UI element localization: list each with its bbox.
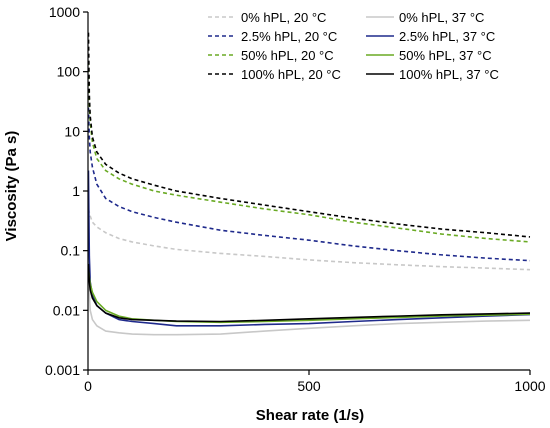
y-axis-title: Viscosity (Pa s) xyxy=(3,131,20,242)
y-tick-label: 1 xyxy=(72,183,80,199)
y-tick-label: 100 xyxy=(57,64,81,80)
series-line xyxy=(87,263,531,323)
legend-label: 2.5% hPL, 37 °C xyxy=(399,29,495,44)
legend-label: 2.5% hPL, 20 °C xyxy=(241,29,337,44)
legend-label: 50% hPL, 20 °C xyxy=(241,48,334,63)
y-tick-label: 0.01 xyxy=(53,302,80,318)
x-tick-label: 1000 xyxy=(514,378,545,394)
legend-label: 100% hPL, 37 °C xyxy=(399,67,499,82)
x-tick-label: 0 xyxy=(84,378,92,394)
legend-label: 100% hPL, 20 °C xyxy=(241,67,341,82)
series-line xyxy=(87,170,531,327)
series-line xyxy=(87,107,531,262)
y-tick-label: 0.1 xyxy=(61,243,81,259)
y-tick-label: 0.001 xyxy=(45,362,80,378)
legend: 0% hPL, 20 °C 0% hPL, 37 °C 2.5% hPL, 20 °… xyxy=(208,10,499,82)
x-tick-label: 500 xyxy=(297,378,321,394)
legend-label: 0% hPL, 20 °C xyxy=(241,10,326,25)
plot-lines xyxy=(87,32,531,336)
y-axis-ticks: 0.001 0.01 0.1 1 10 100 1000 xyxy=(45,4,88,378)
x-axis-title: Shear rate (1/s) xyxy=(256,407,364,424)
legend-label: 50% hPL, 37 °C xyxy=(399,48,492,63)
series-line xyxy=(87,214,531,336)
legend-label: 0% hPL, 37 °C xyxy=(399,10,484,25)
y-tick-label: 10 xyxy=(64,123,80,139)
x-axis-ticks: 0 500 1000 xyxy=(84,370,546,394)
series-line xyxy=(87,61,531,243)
series-line xyxy=(87,32,531,238)
y-tick-label: 1000 xyxy=(49,4,80,20)
